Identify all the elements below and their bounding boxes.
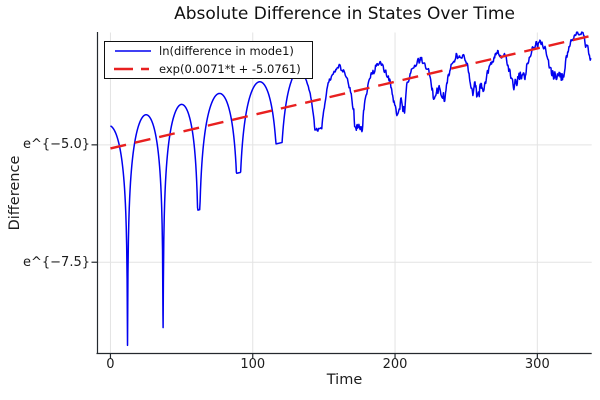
x-tick-label: 300 [524, 357, 550, 372]
x-tick-label: 0 [106, 357, 115, 372]
legend-item-exp-fit: exp(0.0071*t + -5.0761) [113, 61, 312, 78]
x-tick-label: 200 [382, 357, 408, 372]
series-exp-fit-line [110, 34, 592, 150]
x-axis-title: Time [326, 372, 363, 388]
legend-label-ln-difference: ln(difference in mode1) [159, 44, 294, 58]
chart-title: Absolute Difference in States Over Time [174, 4, 515, 24]
x-tick-label: 100 [240, 357, 266, 372]
y-tick-label: e^{−7.5} [23, 254, 90, 270]
legend-line-sample-dashed [114, 67, 152, 71]
y-tick-label: e^{−5.0} [23, 137, 90, 153]
legend-item-ln-difference: ln(difference in mode1) [113, 43, 312, 60]
legend: ln(difference in mode1) exp(0.0071*t + -… [104, 41, 313, 79]
legend-label-exp-fit: exp(0.0071*t + -5.0761) [159, 62, 301, 76]
series-ln-difference-line [110, 31, 592, 347]
y-axis-title: Difference [7, 155, 23, 231]
legend-line-sample-solid [115, 50, 151, 52]
